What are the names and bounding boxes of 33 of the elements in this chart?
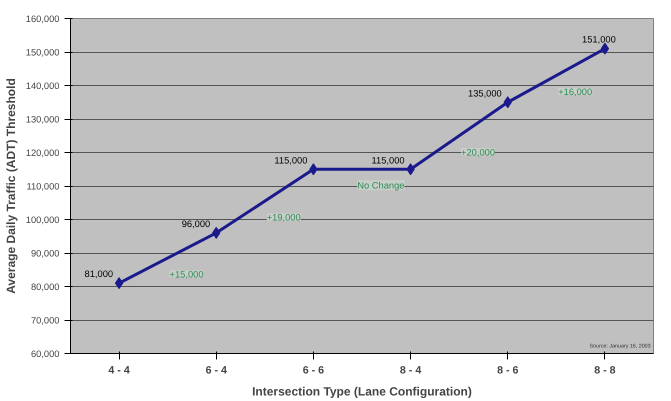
text: 96,000 xyxy=(182,218,210,229)
y-tick-label: 160,000 xyxy=(26,14,60,24)
annotation: No Change xyxy=(357,180,404,190)
x-tick-label: 8 - 4 xyxy=(400,364,422,376)
y-tick-label: 80,000 xyxy=(30,282,60,292)
y-tick-label: 110,000 xyxy=(26,182,60,192)
y-tick-label: 100,000 xyxy=(26,215,60,225)
text: 81,000 xyxy=(84,269,114,280)
point xyxy=(309,163,318,176)
x-tick-label: 6 - 4 xyxy=(206,364,227,376)
text: 115,000 xyxy=(372,155,405,166)
y-tick-label: 150,000 xyxy=(26,48,60,58)
annotation: +15,000 xyxy=(170,270,204,280)
annotation: +20,000 xyxy=(461,147,496,158)
annotation: +19,000 xyxy=(266,212,301,223)
text: 151,000 xyxy=(582,34,616,45)
y-tick-label: 130,000 xyxy=(26,114,60,124)
y-tick-label: 120,000 xyxy=(26,148,60,158)
y-tick-label: 90,000 xyxy=(30,248,60,258)
x-axis-title: Intersection Type (Lane Configuration) xyxy=(252,384,472,398)
x-tick-label: 6 - 6 xyxy=(302,364,324,376)
point xyxy=(406,163,415,176)
point xyxy=(114,277,124,290)
text: 135,000 xyxy=(468,88,502,98)
x-tick-label: 4 - 4 xyxy=(108,364,130,376)
y-axis-title: Average Daily Traffic (ADT) Threshold xyxy=(4,78,18,294)
text: 115,000 xyxy=(274,155,308,166)
y-tick-label: 60,000 xyxy=(30,349,60,359)
x-tick-label: 8 - 8 xyxy=(594,364,616,376)
annotation: +16,000 xyxy=(558,86,592,97)
x-tick-label: 8 - 6 xyxy=(497,364,518,376)
y-tick-label: 70,000 xyxy=(30,316,60,326)
y-tick-label: 140,000 xyxy=(26,81,60,91)
